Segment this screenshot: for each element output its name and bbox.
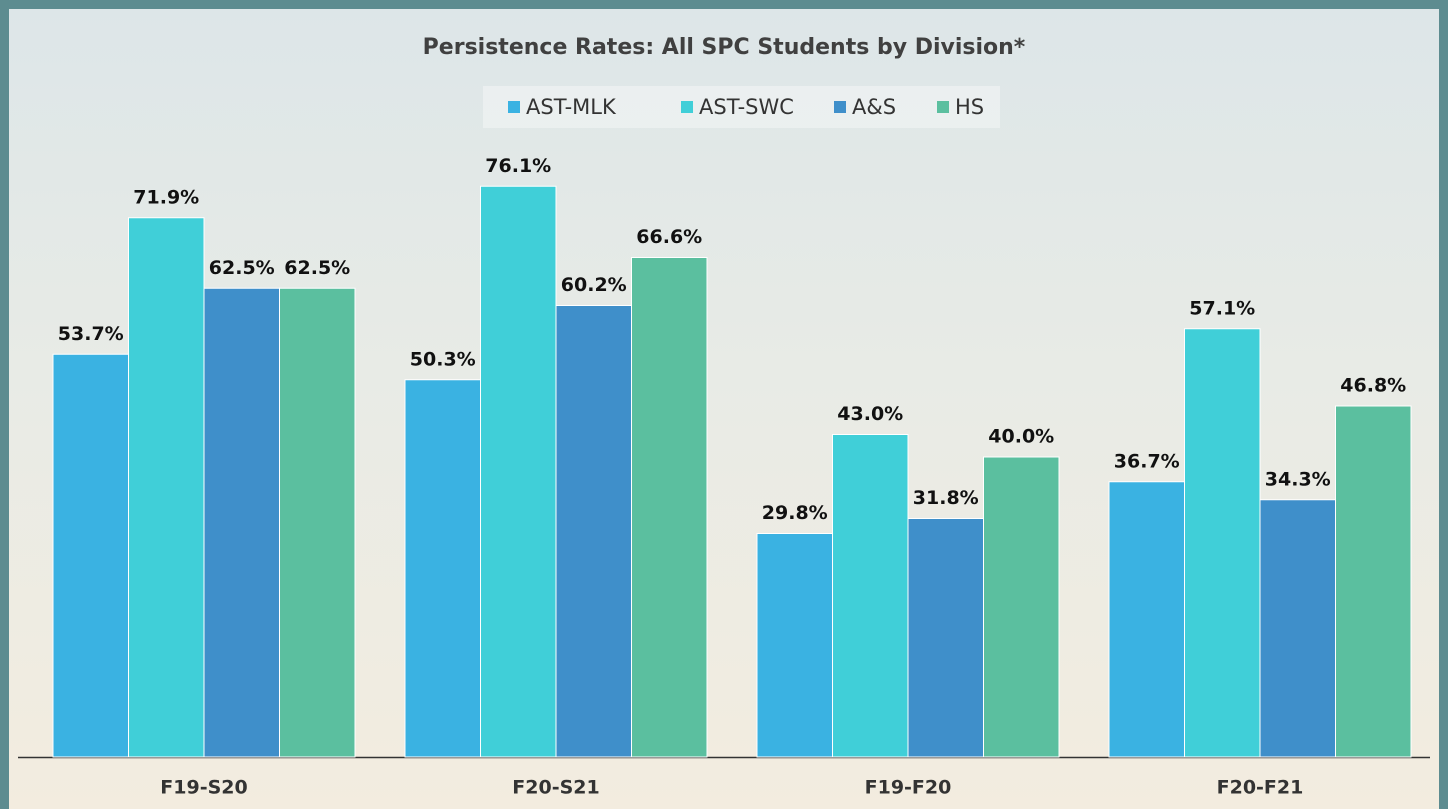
x-tick-label: F20-F21 bbox=[1217, 777, 1304, 799]
chart-title: Persistence Rates: All SPC Students by D… bbox=[423, 35, 1026, 60]
legend-swatch bbox=[508, 101, 520, 113]
legend-swatch bbox=[834, 101, 846, 113]
legend-label: AST-MLK bbox=[526, 95, 617, 119]
x-tick-label: F19-S20 bbox=[160, 777, 247, 799]
legend-box bbox=[483, 86, 1000, 128]
bar bbox=[1259, 499, 1336, 758]
bar bbox=[203, 287, 280, 758]
bar bbox=[756, 533, 833, 758]
data-label: 31.8% bbox=[913, 487, 979, 509]
legend-label: AST-SWC bbox=[699, 95, 794, 119]
bar bbox=[555, 305, 632, 758]
data-label: 43.0% bbox=[837, 403, 903, 425]
legend-label: A&S bbox=[852, 95, 896, 119]
data-label: 60.2% bbox=[561, 274, 627, 296]
data-label: 50.3% bbox=[410, 348, 476, 370]
data-label: 71.9% bbox=[133, 186, 199, 208]
data-label: 57.1% bbox=[1189, 297, 1255, 319]
data-label: 34.3% bbox=[1265, 468, 1331, 490]
bar bbox=[1184, 328, 1261, 758]
data-label: 36.7% bbox=[1114, 450, 1180, 472]
x-tick-label: F20-S21 bbox=[512, 777, 599, 799]
data-label: 62.5% bbox=[284, 257, 350, 279]
bar bbox=[480, 185, 557, 758]
x-tick-label: F19-F20 bbox=[865, 777, 952, 799]
bar bbox=[1108, 481, 1185, 758]
bar bbox=[128, 217, 205, 758]
data-label: 29.8% bbox=[762, 502, 828, 524]
bar bbox=[279, 287, 356, 758]
data-label: 53.7% bbox=[58, 323, 124, 345]
legend-swatch bbox=[681, 101, 693, 113]
data-label: 62.5% bbox=[209, 257, 275, 279]
bar bbox=[983, 456, 1060, 758]
data-label: 66.6% bbox=[636, 226, 702, 248]
bar bbox=[907, 518, 984, 758]
bar bbox=[404, 379, 481, 758]
legend-label: HS bbox=[955, 95, 984, 119]
bar bbox=[631, 257, 708, 758]
bar bbox=[832, 434, 909, 758]
bar bbox=[1335, 405, 1412, 758]
bar bbox=[52, 353, 129, 758]
data-label: 76.1% bbox=[485, 155, 551, 177]
data-label: 40.0% bbox=[988, 426, 1054, 448]
legend-swatch bbox=[937, 101, 949, 113]
data-label: 46.8% bbox=[1340, 375, 1406, 397]
